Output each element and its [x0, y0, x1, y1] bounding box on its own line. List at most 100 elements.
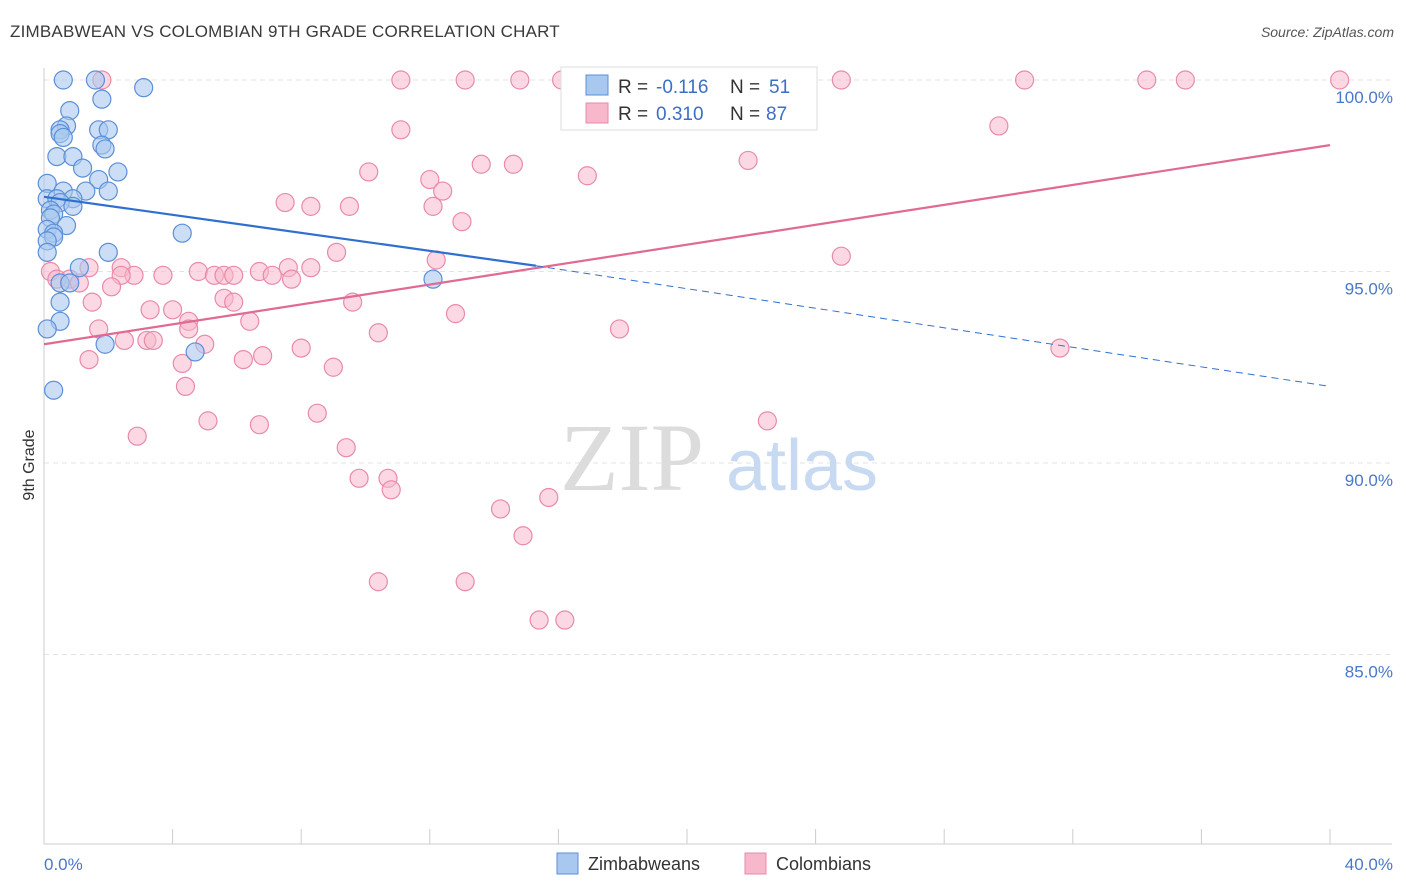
legend-r-label-1: R = — [618, 77, 648, 98]
colombian-point — [281, 269, 302, 289]
zimbabwean-point — [53, 70, 73, 90]
colombian-point — [757, 411, 777, 431]
colombian-point — [510, 70, 530, 90]
zimbabwean-point — [37, 242, 57, 262]
colombian-point — [127, 426, 147, 446]
colombian-point — [336, 438, 356, 458]
colombian-point — [577, 166, 597, 186]
legend-swatch-colombians — [585, 102, 609, 124]
zimbabwean-point — [53, 127, 73, 148]
x-tick-label: 0.0% — [44, 855, 83, 874]
zimbabwean-point — [44, 380, 64, 400]
colombian-point — [349, 468, 369, 488]
colombian-point — [420, 169, 440, 190]
zimbabwean-point — [185, 342, 205, 362]
zimbabwean-point — [98, 181, 118, 201]
colombian-point — [359, 162, 379, 182]
legend-n-value-2: 87 — [766, 104, 787, 125]
colombian-point — [301, 196, 321, 216]
colombian-point — [609, 319, 630, 339]
bottom-legend-zimbabweans: Zimbabweans — [588, 854, 700, 874]
trend-lines — [43, 144, 1331, 387]
source-label: Source: ZipAtlas.com — [1260, 24, 1394, 40]
colombian-point — [339, 196, 360, 216]
zimbabwean-point — [37, 319, 57, 339]
colombian-point — [224, 292, 244, 312]
zimbabwean-point — [72, 158, 93, 178]
x-tick-label: 40.0% — [1345, 855, 1393, 874]
zimbabwean-point — [134, 78, 154, 98]
legend-n-label-1: N = — [730, 77, 760, 98]
colombian-point — [175, 376, 196, 396]
colombian-point — [240, 311, 260, 331]
colombian-point — [455, 70, 475, 90]
x-tick-labels: 0.0% 40.0% — [44, 855, 1393, 874]
colombian-point — [1050, 338, 1070, 358]
colombian-point — [172, 353, 192, 374]
colombian-point — [1175, 70, 1195, 90]
zimbabwean-trend-extension — [535, 265, 1331, 387]
y-tick-label: 90.0% — [1345, 471, 1393, 490]
colombians-points — [40, 70, 1350, 630]
zimbabwean-point — [47, 147, 67, 167]
colombian-point — [140, 300, 160, 320]
colombian-point — [1014, 70, 1035, 90]
colombian-point — [1137, 70, 1157, 90]
zimbabwean-point — [108, 162, 128, 182]
y-tick-labels: 100.0% 95.0% 90.0% 85.0% — [1335, 88, 1393, 682]
colombian-point — [326, 242, 347, 262]
colombian-point — [291, 338, 311, 358]
bottom-legend-colombians: Colombians — [776, 854, 871, 874]
y-tick-label: 100.0% — [1335, 88, 1393, 107]
colombian-point — [445, 304, 466, 324]
zimbabwean-point — [85, 70, 106, 90]
legend-n-label-2: N = — [730, 104, 760, 125]
colombian-point — [101, 277, 122, 297]
chart-title: ZIMBABWEAN VS COLOMBIAN 9TH GRADE CORREL… — [10, 22, 560, 41]
colombian-trend-line — [43, 144, 1331, 346]
colombian-point — [275, 192, 295, 213]
legend-n-value-1: 51 — [769, 77, 790, 98]
colombian-point — [539, 487, 559, 508]
colombian-point — [831, 246, 851, 266]
colombian-point — [368, 323, 388, 343]
colombian-point — [989, 116, 1009, 136]
legend-swatch-zimbabweans — [585, 74, 609, 96]
colombian-point — [529, 610, 549, 630]
colombian-point — [301, 258, 321, 278]
bottom-legend-swatch-zimbabweans — [556, 852, 579, 875]
colombian-point — [490, 499, 511, 519]
colombian-point — [433, 181, 453, 201]
colombian-point — [307, 403, 327, 423]
y-axis-label: 9th Grade — [21, 429, 38, 500]
zimbabwean-point — [95, 139, 115, 159]
zimbabwean-trend-line — [43, 195, 537, 267]
colombian-point — [163, 300, 183, 320]
zimbabweans-points — [37, 70, 443, 400]
bottom-legend-swatch-colombians — [744, 852, 767, 875]
colombian-point — [738, 150, 758, 171]
colombian-point — [198, 411, 218, 431]
watermark-atlas: atlas — [726, 426, 878, 506]
colombian-point — [391, 70, 411, 90]
correlation-legend: R = -0.116 N = 51 R = 0.310 N = 87 — [560, 66, 818, 131]
colombian-point — [262, 265, 282, 285]
colombian-point — [455, 572, 475, 592]
colombian-point — [253, 346, 273, 366]
colombian-point — [1330, 70, 1350, 90]
colombian-point — [381, 480, 401, 500]
axes — [43, 68, 1392, 845]
colombian-point — [391, 120, 411, 140]
colombian-point — [79, 349, 99, 370]
zimbabwean-point — [69, 258, 89, 278]
colombian-point — [368, 572, 388, 592]
zimbabwean-point — [50, 292, 70, 312]
colombian-point — [153, 265, 173, 285]
colombian-point — [143, 330, 163, 351]
colombian-point — [831, 70, 851, 90]
colombian-point — [188, 261, 208, 282]
series-legend: Zimbabweans Colombians — [556, 852, 871, 875]
colombian-point — [423, 196, 443, 216]
colombian-point — [82, 292, 102, 312]
